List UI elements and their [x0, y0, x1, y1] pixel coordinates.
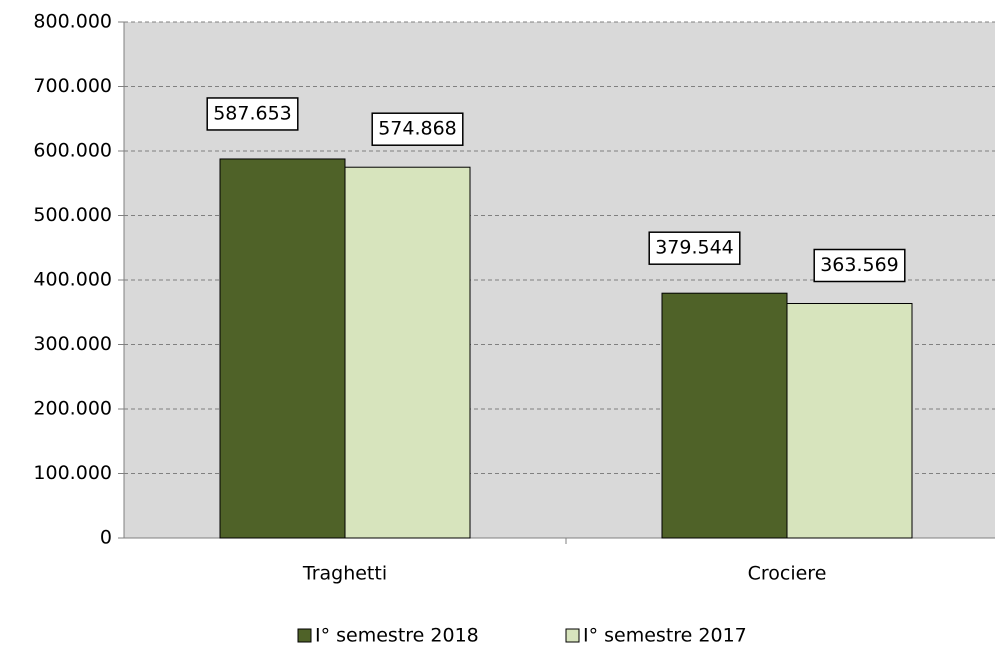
y-tick-label: 300.000 [33, 333, 112, 355]
legend-swatch [565, 628, 580, 643]
y-tick-label: 400.000 [33, 269, 112, 291]
bar [661, 292, 788, 539]
label-box [206, 97, 299, 131]
data-label: 574.868 [378, 118, 457, 140]
y-tick-label: 800.000 [33, 11, 112, 33]
y-tick-label: 500.000 [33, 204, 112, 226]
legend-label: I° semestre 2018 [315, 625, 479, 647]
bar [219, 158, 346, 539]
y-tick-label: 0 [100, 527, 112, 549]
legend-label: I° semestre 2017 [583, 625, 747, 647]
label-box [371, 112, 464, 146]
y-tick-label: 100.000 [33, 462, 112, 484]
x-tick-label: Traghetti [302, 563, 387, 585]
y-tick-label: 700.000 [33, 75, 112, 97]
x-tick-label: Crociere [748, 563, 827, 585]
bar [786, 302, 913, 539]
data-label: 379.544 [655, 237, 734, 259]
y-tick-label: 200.000 [33, 398, 112, 420]
data-label: 587.653 [213, 102, 292, 124]
label-box [813, 248, 906, 283]
legend-swatch [297, 628, 312, 643]
label-box [648, 231, 741, 265]
y-tick-label: 600.000 [33, 140, 112, 162]
data-label: 363.569 [820, 254, 899, 276]
bar [344, 166, 471, 539]
